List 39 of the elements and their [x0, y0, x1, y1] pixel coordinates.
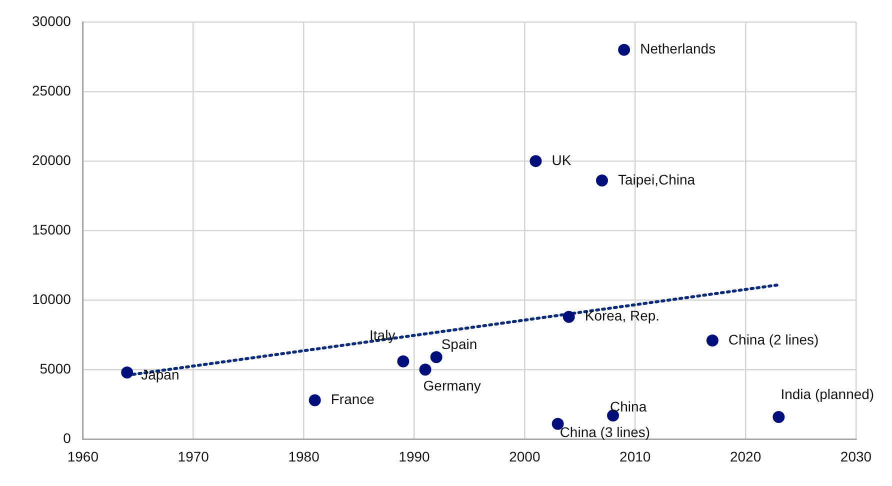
- x-tick-label: 2020: [730, 448, 762, 464]
- point: [596, 174, 608, 187]
- y-tick-label: 30000: [32, 12, 72, 29]
- point: [530, 155, 542, 168]
- point: [397, 355, 410, 368]
- annotation: Netherlands: [640, 40, 716, 57]
- annotation: Japan: [141, 366, 180, 382]
- annotation: India (planned): [780, 386, 874, 402]
- annotation: France: [330, 391, 375, 408]
- y-tick-label: 15000: [32, 221, 72, 238]
- y-tick-label: 10000: [32, 290, 72, 307]
- point: [706, 334, 718, 346]
- annotation: China: [610, 398, 647, 414]
- point: [562, 310, 575, 323]
- x-tick-label: 2000: [509, 448, 540, 464]
- x-tick-label: 1970: [178, 448, 210, 464]
- point: [772, 410, 785, 423]
- annotation: UK: [552, 152, 572, 168]
- annotation: Taipei,China: [618, 171, 696, 188]
- x-tick-label: 2030: [840, 448, 872, 464]
- point: [618, 44, 630, 56]
- point: [121, 366, 134, 378]
- y-tick-label: 20000: [32, 152, 72, 168]
- point: [419, 364, 432, 376]
- annotation: Spain: [441, 336, 478, 352]
- point: [308, 394, 321, 406]
- annotation: China (3 lines): [560, 424, 650, 440]
- x-tick-label: 1980: [288, 448, 320, 464]
- x-tick-label: 2010: [620, 448, 651, 464]
- y-tick-label: 5000: [40, 360, 72, 377]
- annotation: China (2 lines): [728, 331, 819, 348]
- x-tick-label: 1960: [67, 448, 99, 464]
- y-tick-label: 0: [63, 430, 72, 446]
- annotation: Italy: [370, 327, 396, 344]
- point: [430, 351, 442, 364]
- annotation: Korea, Rep.: [584, 308, 660, 324]
- y-tick-label: 25000: [32, 82, 72, 98]
- annotation: Germany: [423, 378, 481, 394]
- x-tick-label: 1990: [398, 448, 430, 464]
